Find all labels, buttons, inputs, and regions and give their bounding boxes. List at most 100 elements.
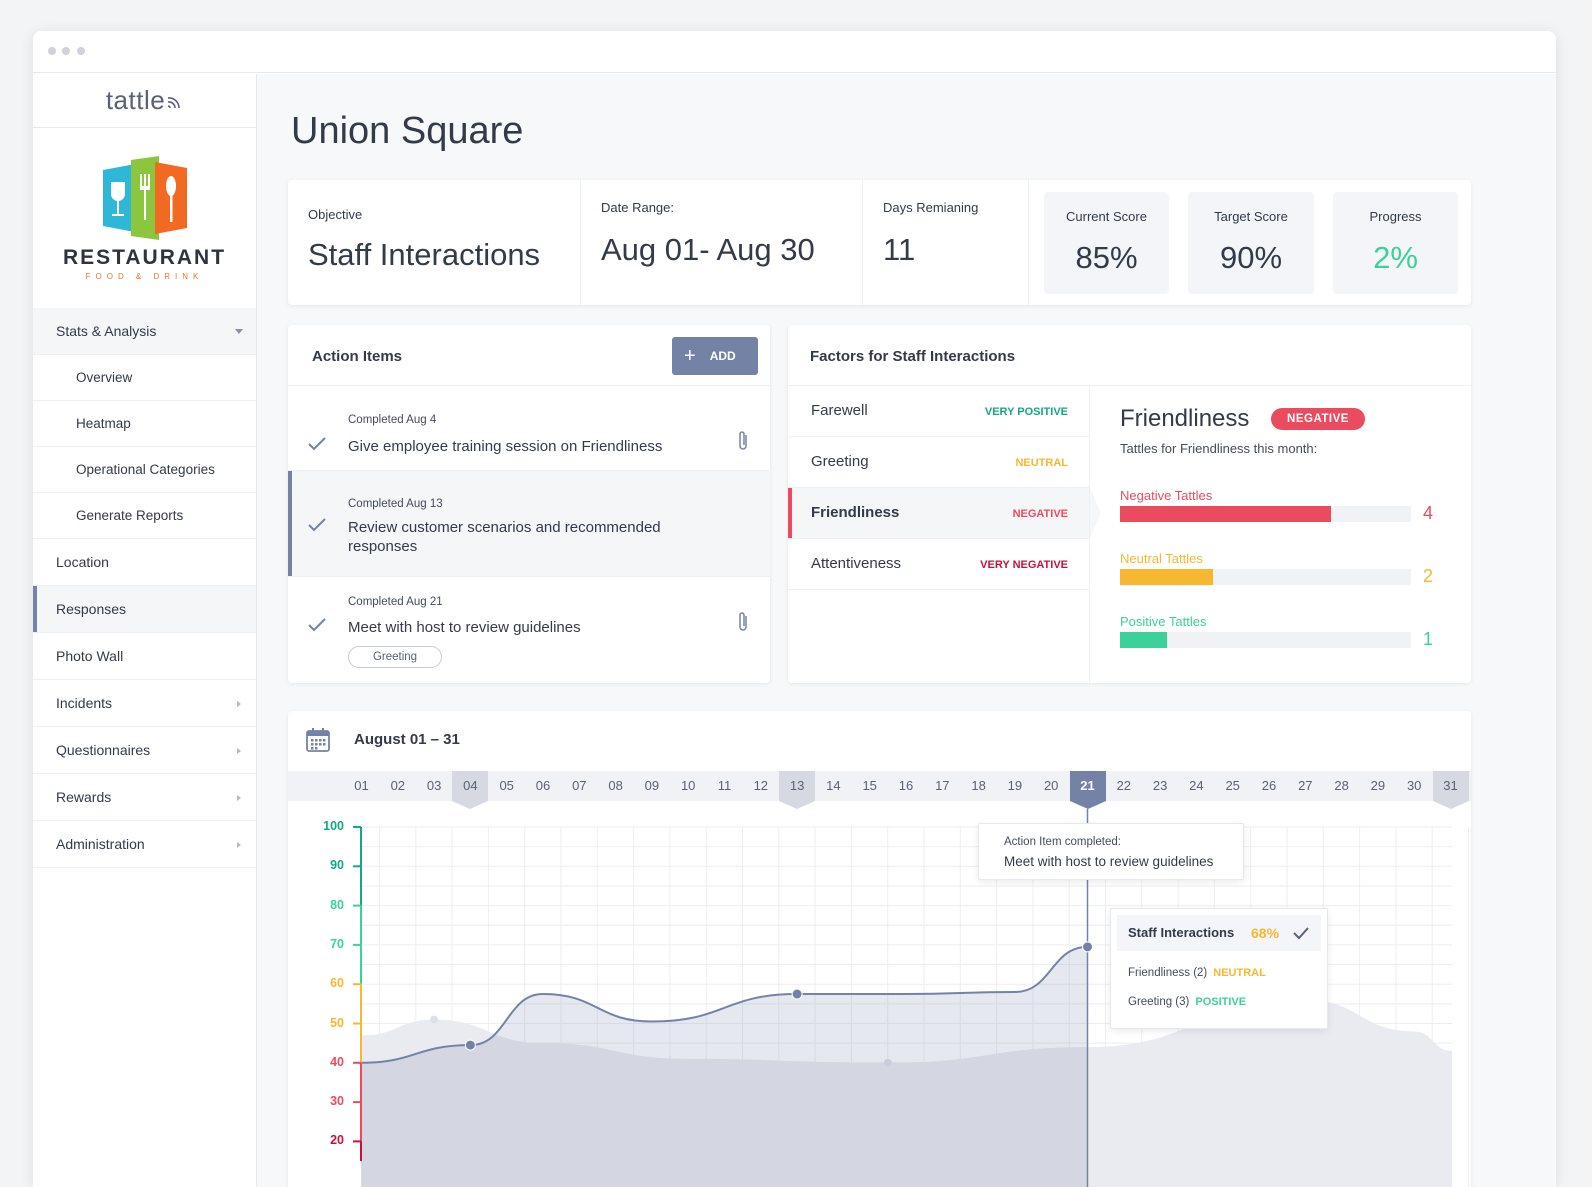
tattle-bar-count: 4 [1423,503,1434,523]
sidebar-item-rewards[interactable]: Rewards [33,774,256,821]
score-tooltip-row-label: Friendliness (2) [1128,967,1208,979]
sidebar-item-generate-reports[interactable]: Generate Reports [33,493,256,539]
calendar-range-title: August 01 – 31 [354,731,460,748]
day-16[interactable]: 16 [898,778,914,793]
date-range-value: Aug 01- Aug 30 [601,232,815,267]
score-tooltip-row-label: Greeting (3) [1128,996,1190,1008]
factors-title: Factors for Staff Interactions [810,348,1016,365]
date-range-label: Date Range: [601,200,674,215]
day-26[interactable]: 26 [1261,778,1277,793]
factors-header: Factors for Staff Interactions [788,325,1471,386]
caret-down-icon [235,329,243,334]
day-07[interactable]: 07 [572,778,587,793]
day-06[interactable]: 06 [535,778,551,793]
sidebar-item-location[interactable]: Location [33,539,256,586]
sidebar-item-operational-categories[interactable]: Operational Categories [33,447,256,493]
day-23[interactable]: 23 [1152,778,1168,793]
day-25[interactable]: 25 [1225,778,1240,793]
day-12[interactable]: 12 [753,778,769,793]
window-dot-icon[interactable] [62,47,70,55]
app-window: tattle RESTA [33,31,1556,1187]
target-score-value: 90% [1219,240,1283,275]
action-item-tag[interactable]: Greeting [348,646,442,668]
factor-row-friendliness[interactable]: Friendliness NEGATIVE [788,488,1101,539]
factor-row-greeting[interactable]: Greeting NEUTRAL [788,437,1089,488]
sidebar-item-stats-analysis[interactable]: Stats & Analysis [33,308,256,355]
day-19[interactable]: 19 [1007,778,1023,793]
tattle-bar-track [1120,569,1411,585]
action-item-tooltip: Action Item completed: Meet with host to… [978,823,1244,880]
day-02[interactable]: 02 [390,778,406,793]
check-icon [308,518,326,532]
sidebar-item-photo-wall[interactable]: Photo Wall [33,633,256,680]
y-tick-label: 20 [330,1133,344,1148]
check-icon [308,618,326,632]
factor-row-attentiveness[interactable]: Attentiveness VERY NEGATIVE [788,539,1089,590]
day-10[interactable]: 10 [680,778,696,793]
date-range-section: Date Range: Aug 01- Aug 30 [581,180,863,305]
brand-logo[interactable]: tattle [33,74,256,128]
y-tick-label: 60 [330,976,344,991]
calendar-icon[interactable] [306,728,330,752]
background-point [430,1015,439,1024]
day-30[interactable]: 30 [1406,778,1422,793]
y-tick-label: 50 [330,1015,344,1030]
action-item-text: Give employee training session on Friend… [348,438,663,455]
factor-detail: Friendliness NEGATIVE Tattles for Friend… [1090,386,1471,683]
window-dot-icon[interactable] [48,47,56,55]
sidebar: tattle RESTA [33,74,257,1187]
sidebar-item-heatmap[interactable]: Heatmap [33,401,256,447]
day-01[interactable]: 01 [354,778,369,793]
sidebar-item-label: Generate Reports [76,508,184,523]
day-29[interactable]: 29 [1370,778,1386,793]
caret-right-icon [237,748,241,754]
day-21[interactable]: 21 [1069,771,1106,809]
data-point [1082,941,1093,953]
sidebar-item-administration[interactable]: Administration [33,821,256,868]
factors-card: Factors for Staff Interactions Farewell V… [788,325,1471,683]
days-remaining-value: 11 [883,232,916,267]
score-tooltip-percent: 68% [1251,925,1280,941]
day-03[interactable]: 03 [426,778,442,793]
day-22[interactable]: 22 [1116,778,1132,793]
action-item-text: Meet with host to review guidelines [348,619,581,636]
action-item[interactable]: Completed Aug 21 Meet with host to review… [288,577,770,683]
day-08[interactable]: 08 [608,778,623,793]
days-remaining-section: Days Remianing 11 [863,180,1029,305]
page-title: Union Square [291,110,524,152]
tattle-bar-fill [1120,569,1214,585]
day-17[interactable]: 17 [935,778,950,793]
tattle-bar-count: 1 [1423,629,1434,649]
day-20[interactable]: 20 [1043,778,1059,793]
day-13[interactable]: 13 [779,771,816,809]
day-18[interactable]: 18 [971,778,986,793]
day-24[interactable]: 24 [1189,778,1204,793]
day-14[interactable]: 14 [826,778,841,793]
action-item[interactable]: Completed Aug 13 Review customer scenario… [288,471,770,577]
day-28[interactable]: 28 [1334,778,1349,793]
y-tick-label: 70 [330,936,344,951]
action-items-title: Action Items [312,348,403,365]
plus-icon: + [684,345,696,367]
day-11[interactable]: 11 [717,778,732,793]
sidebar-item-questionnaires[interactable]: Questionnaires [33,727,256,774]
paperclip-icon[interactable] [736,610,750,634]
paperclip-icon[interactable] [736,429,750,453]
sidebar-item-responses[interactable]: Responses [33,586,256,633]
sidebar-item-incidents[interactable]: Incidents [33,680,256,727]
sidebar-item-overview[interactable]: Overview [33,355,256,401]
objective-card: Objective Staff Interactions Date Range:… [288,180,1471,305]
action-item-date: Completed Aug 21 [348,596,443,608]
day-04[interactable]: 04 [452,771,489,809]
check-icon [308,437,326,451]
day-09[interactable]: 09 [644,778,660,793]
add-action-item-button[interactable]: + ADD [672,337,758,375]
window-dot-icon[interactable] [77,47,85,55]
day-27[interactable]: 27 [1298,778,1313,793]
day-05[interactable]: 05 [499,778,514,793]
day-31[interactable]: 31 [1432,771,1469,809]
factor-row-farewell[interactable]: Farewell VERY POSITIVE [788,386,1089,437]
y-tick-label: 90 [330,858,344,873]
day-15[interactable]: 15 [862,778,877,793]
action-item[interactable]: Completed Aug 4 Give employee training se… [288,387,770,471]
